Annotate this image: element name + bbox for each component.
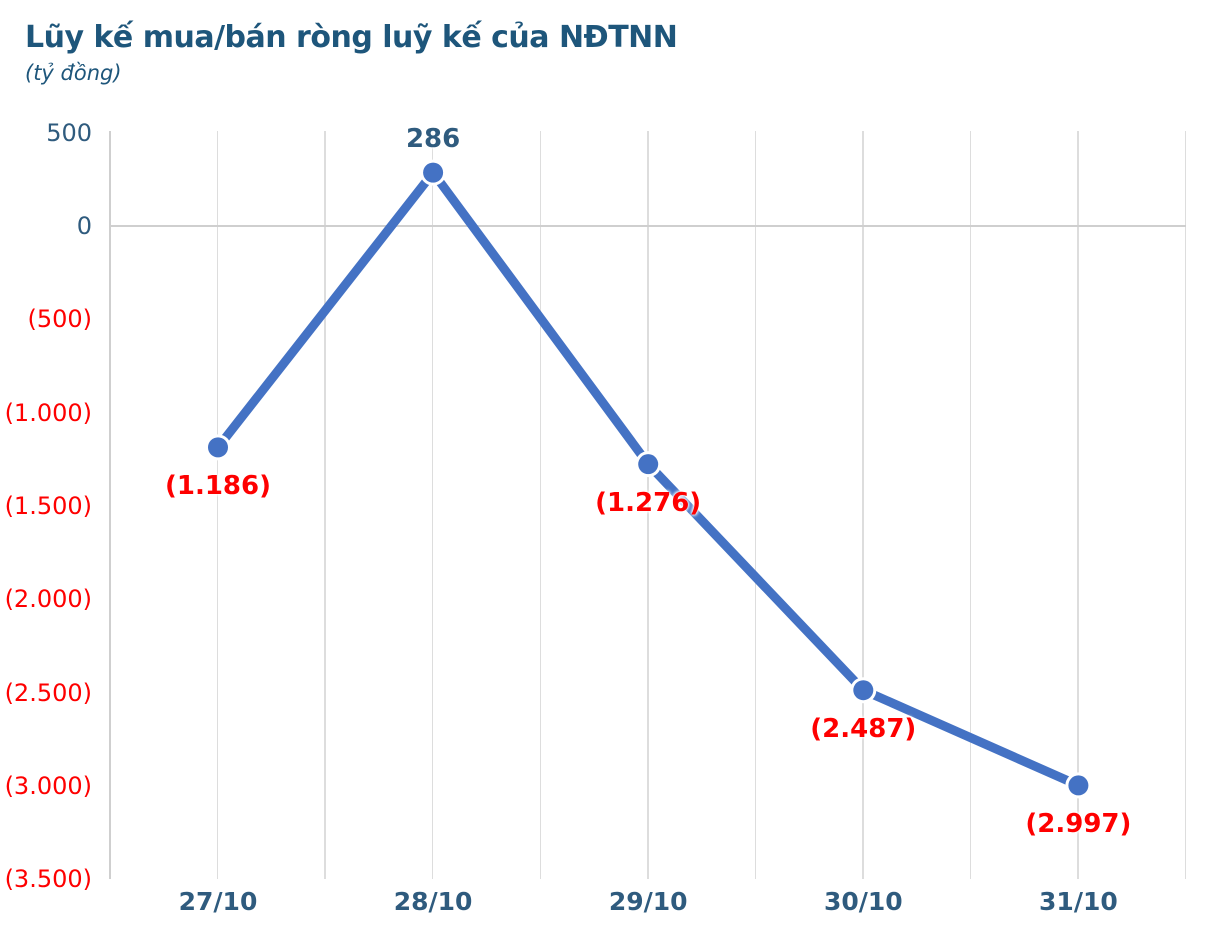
gridline-vertical: [324, 131, 326, 879]
gridline-vertical: [1184, 131, 1187, 879]
data-label: (2.487): [810, 714, 917, 745]
y-axis-tick-label: 0: [76, 212, 92, 240]
gridline-vertical: [754, 131, 757, 879]
gridline-vertical: [969, 131, 972, 879]
x-axis-category-label: 27/10: [178, 887, 258, 916]
chart-unit-label: (tỷ đồng): [25, 61, 122, 85]
y-axis-tick-label: (3.000): [4, 771, 92, 800]
data-label: 286: [405, 123, 461, 154]
y-axis-tick-label: (500): [27, 305, 92, 334]
data-label: (1.186): [164, 471, 271, 502]
y-axis-tick-label: (2.500): [4, 678, 92, 707]
gridline-vertical: [1077, 131, 1079, 879]
x-axis-category-label: 29/10: [608, 887, 688, 916]
data-label: (1.276): [595, 488, 702, 519]
gridline-vertical: [862, 131, 864, 879]
y-axis-line: [109, 131, 112, 879]
y-axis-tick-label: (3.500): [4, 865, 92, 894]
y-axis-tick-label: 500: [46, 118, 92, 147]
gridline-vertical: [431, 131, 434, 879]
gridline-vertical: [216, 131, 219, 879]
y-axis-tick-label: (2.000): [4, 585, 92, 614]
x-axis-category-label: 30/10: [823, 887, 903, 916]
chart-title: Lũy kế mua/bán ròng luỹ kế của NĐTNN: [25, 20, 678, 55]
x-axis-category-label: 31/10: [1039, 887, 1118, 916]
x-axis-category-label: 28/10: [393, 887, 473, 916]
y-axis-tick-label: (1.000): [4, 398, 92, 427]
data-label: (2.997): [1025, 809, 1132, 840]
y-axis-tick-label: (1.500): [4, 491, 92, 520]
gridline-vertical: [539, 131, 541, 879]
x-axis-zero-line: [110, 225, 1186, 227]
